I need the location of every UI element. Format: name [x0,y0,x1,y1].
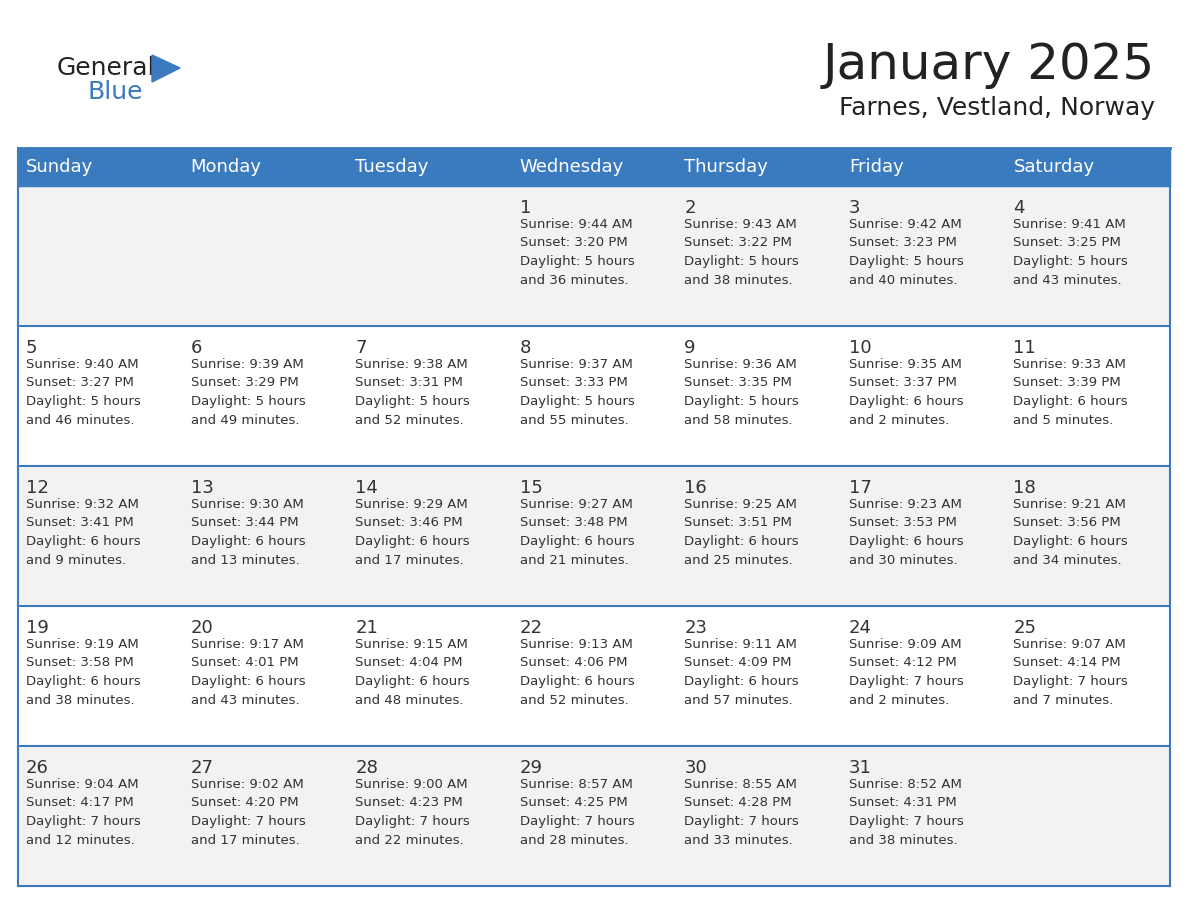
Text: Sunrise: 9:09 AM
Sunset: 4:12 PM
Daylight: 7 hours
and 2 minutes.: Sunrise: 9:09 AM Sunset: 4:12 PM Dayligh… [849,638,963,707]
Text: 4: 4 [1013,199,1025,217]
Text: 11: 11 [1013,339,1036,357]
Text: Sunrise: 9:43 AM
Sunset: 3:22 PM
Daylight: 5 hours
and 38 minutes.: Sunrise: 9:43 AM Sunset: 3:22 PM Dayligh… [684,218,800,286]
Text: 3: 3 [849,199,860,217]
Text: Sunrise: 9:17 AM
Sunset: 4:01 PM
Daylight: 6 hours
and 43 minutes.: Sunrise: 9:17 AM Sunset: 4:01 PM Dayligh… [190,638,305,707]
Text: Sunrise: 9:44 AM
Sunset: 3:20 PM
Daylight: 5 hours
and 36 minutes.: Sunrise: 9:44 AM Sunset: 3:20 PM Dayligh… [519,218,634,286]
Text: 31: 31 [849,759,872,777]
Text: 23: 23 [684,619,707,637]
Text: Sunrise: 9:15 AM
Sunset: 4:04 PM
Daylight: 6 hours
and 48 minutes.: Sunrise: 9:15 AM Sunset: 4:04 PM Dayligh… [355,638,469,707]
Text: 7: 7 [355,339,367,357]
Text: 5: 5 [26,339,38,357]
Text: Thursday: Thursday [684,158,769,176]
Text: 29: 29 [519,759,543,777]
Text: 20: 20 [190,619,214,637]
Bar [18,148,1170,186]
Text: Sunrise: 9:37 AM
Sunset: 3:33 PM
Daylight: 5 hours
and 55 minutes.: Sunrise: 9:37 AM Sunset: 3:33 PM Dayligh… [519,358,634,427]
Text: Saturday: Saturday [1013,158,1094,176]
Text: Sunrise: 8:55 AM
Sunset: 4:28 PM
Daylight: 7 hours
and 33 minutes.: Sunrise: 8:55 AM Sunset: 4:28 PM Dayligh… [684,778,800,846]
Text: Sunrise: 9:38 AM
Sunset: 3:31 PM
Daylight: 5 hours
and 52 minutes.: Sunrise: 9:38 AM Sunset: 3:31 PM Dayligh… [355,358,470,427]
Bar [18,466,1170,606]
Text: Sunrise: 9:11 AM
Sunset: 4:09 PM
Daylight: 6 hours
and 57 minutes.: Sunrise: 9:11 AM Sunset: 4:09 PM Dayligh… [684,638,798,707]
Text: 1: 1 [519,199,531,217]
Text: 12: 12 [26,479,49,497]
Text: 25: 25 [1013,619,1036,637]
Text: 27: 27 [190,759,214,777]
Bar [18,186,1170,326]
Text: Sunrise: 9:19 AM
Sunset: 3:58 PM
Daylight: 6 hours
and 38 minutes.: Sunrise: 9:19 AM Sunset: 3:58 PM Dayligh… [26,638,140,707]
Text: 28: 28 [355,759,378,777]
Text: Blue: Blue [88,80,144,104]
Bar [18,746,1170,886]
Text: Sunrise: 9:35 AM
Sunset: 3:37 PM
Daylight: 6 hours
and 2 minutes.: Sunrise: 9:35 AM Sunset: 3:37 PM Dayligh… [849,358,963,427]
Text: Sunrise: 9:27 AM
Sunset: 3:48 PM
Daylight: 6 hours
and 21 minutes.: Sunrise: 9:27 AM Sunset: 3:48 PM Dayligh… [519,498,634,566]
Text: 14: 14 [355,479,378,497]
Text: 15: 15 [519,479,543,497]
Text: 18: 18 [1013,479,1036,497]
Bar [18,326,1170,466]
Text: Sunrise: 9:25 AM
Sunset: 3:51 PM
Daylight: 6 hours
and 25 minutes.: Sunrise: 9:25 AM Sunset: 3:51 PM Dayligh… [684,498,798,566]
Text: 13: 13 [190,479,214,497]
Text: General: General [57,56,156,80]
Text: Sunrise: 9:40 AM
Sunset: 3:27 PM
Daylight: 5 hours
and 46 minutes.: Sunrise: 9:40 AM Sunset: 3:27 PM Dayligh… [26,358,140,427]
Text: Farnes, Vestland, Norway: Farnes, Vestland, Norway [839,96,1155,120]
Text: Sunrise: 9:07 AM
Sunset: 4:14 PM
Daylight: 7 hours
and 7 minutes.: Sunrise: 9:07 AM Sunset: 4:14 PM Dayligh… [1013,638,1129,707]
Text: Friday: Friday [849,158,904,176]
Text: 2: 2 [684,199,696,217]
Text: Sunrise: 9:30 AM
Sunset: 3:44 PM
Daylight: 6 hours
and 13 minutes.: Sunrise: 9:30 AM Sunset: 3:44 PM Dayligh… [190,498,305,566]
Polygon shape [152,55,181,82]
Bar [18,606,1170,746]
Text: Sunrise: 9:00 AM
Sunset: 4:23 PM
Daylight: 7 hours
and 22 minutes.: Sunrise: 9:00 AM Sunset: 4:23 PM Dayligh… [355,778,470,846]
Text: 19: 19 [26,619,49,637]
Text: 6: 6 [190,339,202,357]
Text: Sunrise: 8:52 AM
Sunset: 4:31 PM
Daylight: 7 hours
and 38 minutes.: Sunrise: 8:52 AM Sunset: 4:31 PM Dayligh… [849,778,963,846]
Text: 26: 26 [26,759,49,777]
Text: Sunrise: 9:13 AM
Sunset: 4:06 PM
Daylight: 6 hours
and 52 minutes.: Sunrise: 9:13 AM Sunset: 4:06 PM Dayligh… [519,638,634,707]
Text: 9: 9 [684,339,696,357]
Text: Sunrise: 9:21 AM
Sunset: 3:56 PM
Daylight: 6 hours
and 34 minutes.: Sunrise: 9:21 AM Sunset: 3:56 PM Dayligh… [1013,498,1129,566]
Text: 21: 21 [355,619,378,637]
Text: Sunrise: 8:57 AM
Sunset: 4:25 PM
Daylight: 7 hours
and 28 minutes.: Sunrise: 8:57 AM Sunset: 4:25 PM Dayligh… [519,778,634,846]
Text: Sunrise: 9:32 AM
Sunset: 3:41 PM
Daylight: 6 hours
and 9 minutes.: Sunrise: 9:32 AM Sunset: 3:41 PM Dayligh… [26,498,140,566]
Text: Sunrise: 9:42 AM
Sunset: 3:23 PM
Daylight: 5 hours
and 40 minutes.: Sunrise: 9:42 AM Sunset: 3:23 PM Dayligh… [849,218,963,286]
Text: Wednesday: Wednesday [519,158,624,176]
Text: 10: 10 [849,339,872,357]
Text: Monday: Monday [190,158,261,176]
Text: 8: 8 [519,339,531,357]
Text: Sunrise: 9:29 AM
Sunset: 3:46 PM
Daylight: 6 hours
and 17 minutes.: Sunrise: 9:29 AM Sunset: 3:46 PM Dayligh… [355,498,469,566]
Text: Tuesday: Tuesday [355,158,429,176]
Text: Sunrise: 9:36 AM
Sunset: 3:35 PM
Daylight: 5 hours
and 58 minutes.: Sunrise: 9:36 AM Sunset: 3:35 PM Dayligh… [684,358,800,427]
Text: Sunrise: 9:23 AM
Sunset: 3:53 PM
Daylight: 6 hours
and 30 minutes.: Sunrise: 9:23 AM Sunset: 3:53 PM Dayligh… [849,498,963,566]
Text: January 2025: January 2025 [823,41,1155,89]
Text: Sunrise: 9:02 AM
Sunset: 4:20 PM
Daylight: 7 hours
and 17 minutes.: Sunrise: 9:02 AM Sunset: 4:20 PM Dayligh… [190,778,305,846]
Text: Sunrise: 9:33 AM
Sunset: 3:39 PM
Daylight: 6 hours
and 5 minutes.: Sunrise: 9:33 AM Sunset: 3:39 PM Dayligh… [1013,358,1129,427]
Text: 16: 16 [684,479,707,497]
Text: Sunday: Sunday [26,158,93,176]
Text: 24: 24 [849,619,872,637]
Text: Sunrise: 9:41 AM
Sunset: 3:25 PM
Daylight: 5 hours
and 43 minutes.: Sunrise: 9:41 AM Sunset: 3:25 PM Dayligh… [1013,218,1129,286]
Text: 22: 22 [519,619,543,637]
Text: 30: 30 [684,759,707,777]
Text: Sunrise: 9:39 AM
Sunset: 3:29 PM
Daylight: 5 hours
and 49 minutes.: Sunrise: 9:39 AM Sunset: 3:29 PM Dayligh… [190,358,305,427]
Text: Sunrise: 9:04 AM
Sunset: 4:17 PM
Daylight: 7 hours
and 12 minutes.: Sunrise: 9:04 AM Sunset: 4:17 PM Dayligh… [26,778,140,846]
Text: 17: 17 [849,479,872,497]
